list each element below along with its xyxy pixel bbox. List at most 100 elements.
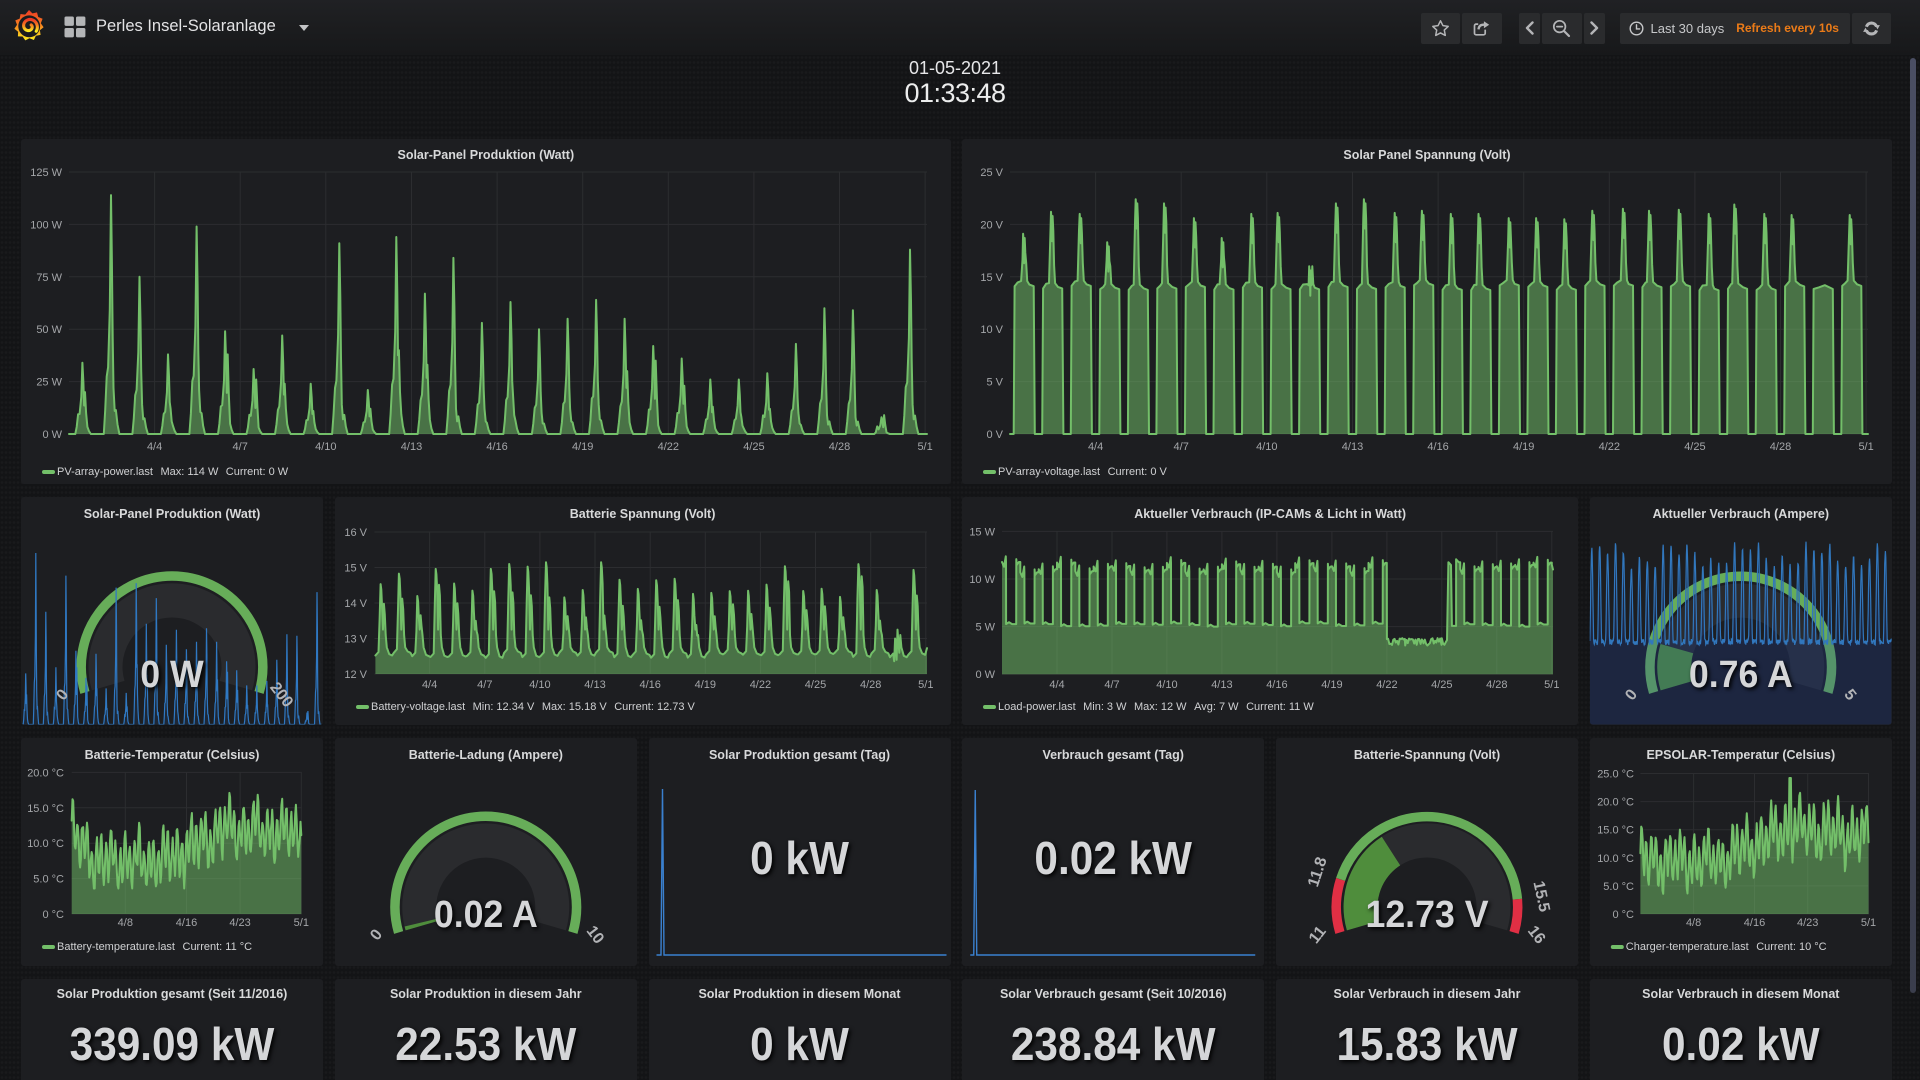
svg-text:10 V: 10 V (980, 324, 1003, 336)
svg-text:25 W: 25 W (36, 377, 62, 389)
svg-text:Solar Verbrauch gesamt (Seit 1: Solar Verbrauch gesamt (Seit 10/2016) (1000, 987, 1227, 1001)
svg-text:5.0 °C: 5.0 °C (33, 874, 64, 886)
svg-text:14 V: 14 V (344, 598, 367, 610)
svg-text:20 V: 20 V (980, 219, 1003, 231)
svg-text:5.0 °C: 5.0 °C (1603, 881, 1634, 893)
svg-text:5/1: 5/1 (917, 441, 932, 453)
svg-text:5/1: 5/1 (1544, 679, 1559, 691)
svg-text:5/1: 5/1 (918, 679, 933, 691)
svg-text:0.02 kW: 0.02 kW (1034, 833, 1192, 884)
svg-text:4/19: 4/19 (1513, 441, 1534, 453)
svg-text:0.76 A: 0.76 A (1689, 653, 1793, 695)
svg-text:4/4: 4/4 (1049, 679, 1064, 691)
svg-text:4/7: 4/7 (1104, 679, 1119, 691)
svg-text:4/4: 4/4 (422, 679, 437, 691)
svg-text:4/16: 4/16 (176, 917, 197, 929)
svg-text:4/10: 4/10 (315, 441, 336, 453)
svg-text:4/7: 4/7 (1174, 441, 1189, 453)
svg-text:Solar Produktion in diesem Mon: Solar Produktion in diesem Monat (698, 987, 901, 1001)
svg-text:339.09 kW: 339.09 kW (70, 1019, 275, 1070)
svg-text:4/10: 4/10 (1256, 441, 1277, 453)
svg-text:10.0 °C: 10.0 °C (1597, 853, 1634, 865)
svg-text:12.73 V: 12.73 V (1365, 893, 1488, 935)
svg-text:100 W: 100 W (30, 219, 62, 231)
svg-text:0.02 kW: 0.02 kW (1662, 1019, 1820, 1070)
svg-text:0 kW: 0 kW (750, 833, 849, 884)
svg-text:25.0 °C: 25.0 °C (1597, 769, 1634, 781)
svg-text:15.0 °C: 15.0 °C (27, 803, 64, 815)
svg-text:4/23: 4/23 (229, 917, 250, 929)
svg-text:Solar Produktion gesamt (Seit: Solar Produktion gesamt (Seit 11/2016) (57, 987, 288, 1001)
svg-text:4/16: 4/16 (639, 679, 660, 691)
svg-text:16 V: 16 V (344, 527, 367, 539)
svg-text:0 °C: 0 °C (1612, 909, 1634, 921)
svg-text:238.84 kW: 238.84 kW (1011, 1019, 1216, 1070)
svg-text:4/8: 4/8 (1686, 917, 1701, 929)
svg-text:Solar Verbrauch in diesem Jahr: Solar Verbrauch in diesem Jahr (1334, 987, 1521, 1001)
svg-text:15 W: 15 W (969, 526, 995, 538)
svg-text:10: 10 (583, 923, 607, 948)
svg-text:Verbrauch gesamt (Tag): Verbrauch gesamt (Tag) (1042, 748, 1183, 762)
svg-text:Batterie-Temperatur (Celsius): Batterie-Temperatur (Celsius) (85, 748, 260, 762)
svg-text:4/23: 4/23 (1797, 917, 1818, 929)
svg-text:4/13: 4/13 (401, 441, 422, 453)
svg-text:0.02 A: 0.02 A (434, 893, 538, 935)
svg-text:4/19: 4/19 (1321, 679, 1342, 691)
svg-text:5/1: 5/1 (1858, 441, 1873, 453)
svg-text:Solar-Panel Produktion (Watt): Solar-Panel Produktion (Watt) (84, 507, 261, 521)
svg-text:4/22: 4/22 (750, 679, 771, 691)
svg-text:11.8: 11.8 (1305, 855, 1331, 889)
svg-text:4/13: 4/13 (1211, 679, 1232, 691)
svg-text:0: 0 (367, 926, 386, 944)
svg-text:4/13: 4/13 (584, 679, 605, 691)
svg-text:5 V: 5 V (986, 377, 1003, 389)
svg-text:50 W: 50 W (36, 324, 62, 336)
svg-text:4/7: 4/7 (233, 441, 248, 453)
svg-text:4/25: 4/25 (1431, 679, 1452, 691)
svg-text:4/19: 4/19 (695, 679, 716, 691)
svg-text:4/7: 4/7 (477, 679, 492, 691)
svg-text:4/28: 4/28 (1770, 441, 1791, 453)
svg-text:11: 11 (1306, 923, 1330, 947)
svg-text:4/10: 4/10 (529, 679, 550, 691)
svg-text:15 V: 15 V (980, 272, 1003, 284)
svg-text:Batterie-Ladung (Ampere): Batterie-Ladung (Ampere) (409, 748, 563, 762)
svg-text:0 W: 0 W (975, 669, 995, 681)
svg-text:5 W: 5 W (975, 622, 995, 634)
svg-text:4/19: 4/19 (572, 441, 593, 453)
svg-text:4/10: 4/10 (1156, 679, 1177, 691)
svg-text:Solar Produktion in diesem Jah: Solar Produktion in diesem Jahr (390, 987, 582, 1001)
svg-text:0 W: 0 W (42, 429, 62, 441)
svg-text:15.83 kW: 15.83 kW (1336, 1019, 1517, 1070)
svg-text:4/16: 4/16 (1427, 441, 1448, 453)
svg-text:4/25: 4/25 (805, 679, 826, 691)
svg-text:0 V: 0 V (986, 429, 1003, 441)
svg-text:22.53 kW: 22.53 kW (395, 1019, 576, 1070)
svg-text:Batterie-Spannung (Volt): Batterie-Spannung (Volt) (1354, 748, 1500, 762)
svg-text:0 °C: 0 °C (42, 909, 64, 921)
svg-text:EPSOLAR-Temperatur (Celsius): EPSOLAR-Temperatur (Celsius) (1646, 748, 1835, 762)
svg-text:4/13: 4/13 (1342, 441, 1363, 453)
svg-text:4/16: 4/16 (486, 441, 507, 453)
svg-text:4/28: 4/28 (860, 679, 881, 691)
svg-text:10.0 °C: 10.0 °C (27, 838, 64, 850)
svg-text:20.0 °C: 20.0 °C (27, 767, 64, 779)
svg-text:75 W: 75 W (36, 272, 62, 284)
svg-text:4/4: 4/4 (1088, 441, 1103, 453)
svg-text:Solar-Panel Produktion (Watt): Solar-Panel Produktion (Watt) (397, 148, 574, 162)
svg-text:4/8: 4/8 (118, 917, 133, 929)
svg-text:4/25: 4/25 (743, 441, 764, 453)
svg-text:13 V: 13 V (344, 634, 367, 646)
svg-text:Aktueller Verbrauch (Ampere): Aktueller Verbrauch (Ampere) (1653, 507, 1829, 521)
svg-text:Solar Verbrauch in diesem Mona: Solar Verbrauch in diesem Monat (1642, 987, 1840, 1001)
svg-text:5/1: 5/1 (1861, 917, 1876, 929)
svg-text:4/22: 4/22 (658, 441, 679, 453)
svg-text:20.0 °C: 20.0 °C (1597, 797, 1634, 809)
svg-text:12 V: 12 V (344, 669, 367, 681)
